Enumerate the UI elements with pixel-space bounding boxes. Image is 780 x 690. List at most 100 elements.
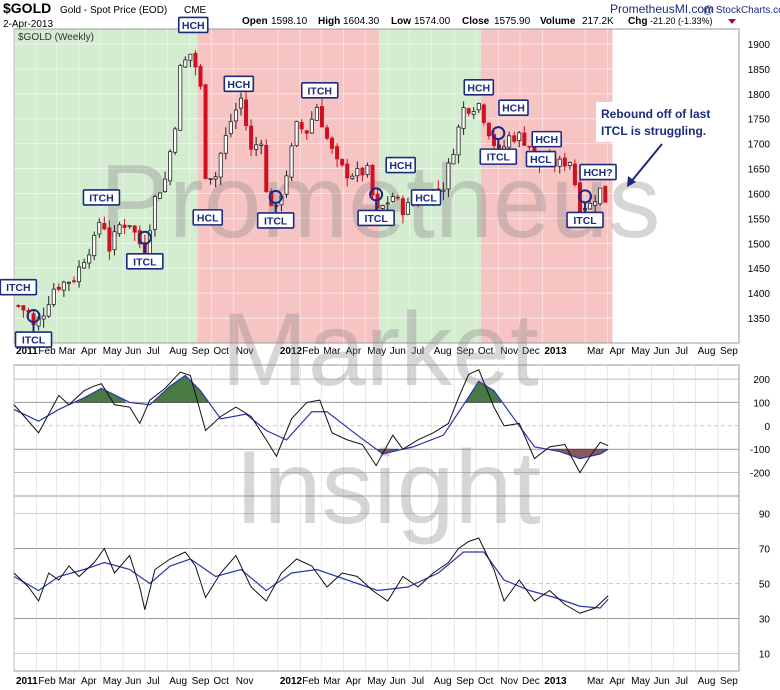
x-tick-label: Apr <box>609 346 625 357</box>
candle-down <box>370 164 375 196</box>
zone-red-3 <box>480 29 613 343</box>
x-tick-label: 2011 <box>16 676 38 687</box>
volume-label: Volume <box>540 16 576 27</box>
candle-up <box>87 254 92 264</box>
candle-up <box>97 221 102 235</box>
candle-up <box>152 196 157 230</box>
osc2-tick-label: 30 <box>759 615 771 626</box>
instrument-name: Gold - Spot Price (EOD) <box>60 5 167 16</box>
candle-up <box>168 151 173 182</box>
x-tick-label: 2012 <box>280 346 303 357</box>
price-tick-label: 1600 <box>748 189 771 200</box>
candle-up <box>233 109 238 122</box>
x-tick-label: Mar <box>59 346 77 357</box>
annotation-label: ITCL <box>133 256 157 268</box>
annotation-label: ITCH <box>89 192 114 204</box>
candle-up <box>238 97 243 109</box>
candle-up <box>446 162 451 190</box>
x-tick-label: Jun <box>390 676 406 687</box>
annotation-box <box>498 99 529 117</box>
annotation-label: HCH? <box>583 167 612 179</box>
candle-up <box>66 281 71 284</box>
candle-up <box>350 175 355 179</box>
x-tick-label: Oct <box>213 676 229 687</box>
annotation-box <box>566 211 604 229</box>
copyright-label: @ StockCharts.com <box>703 5 780 16</box>
candle-up <box>117 224 122 235</box>
callout-line1: Rebound off of last <box>601 107 710 121</box>
x-tick-label: Nov <box>500 676 518 687</box>
candle-up <box>208 178 213 180</box>
candle-up <box>517 132 522 141</box>
osc1-tick-label: -200 <box>750 469 770 480</box>
low-label: Low <box>391 16 411 27</box>
x-tick-label: Sep <box>192 676 210 687</box>
x-tick-label: Jun <box>125 676 141 687</box>
candle-up <box>289 145 294 178</box>
x-tick-label: Aug <box>698 346 716 357</box>
candle-down <box>335 146 340 160</box>
candle-up <box>188 53 193 61</box>
high-value: 1604.30 <box>343 16 380 27</box>
candle-down <box>527 145 532 148</box>
x-tick-label: Apr <box>346 346 362 357</box>
x-tick-label: Sep <box>192 346 210 357</box>
candle-up <box>61 281 66 291</box>
x-tick-label: Feb <box>302 676 320 687</box>
annotation-box <box>385 156 417 174</box>
candle-up <box>218 152 223 178</box>
annotation-label: HCL <box>415 192 437 204</box>
open-value: 1598.10 <box>271 16 308 27</box>
price-tick-label: 1800 <box>748 90 771 101</box>
price-tick-label: 1750 <box>748 115 771 126</box>
annotation-box <box>479 148 518 165</box>
annotation-box <box>579 163 617 181</box>
candle-up <box>259 143 264 146</box>
x-tick-label: Feb <box>38 676 56 687</box>
osc2-tick-label: 10 <box>759 650 771 661</box>
candle-up <box>82 262 87 269</box>
annotation-label: HCL <box>197 212 219 224</box>
annotation-label: HCH <box>502 103 525 115</box>
oscillator1-series <box>13 369 609 474</box>
candle-up <box>127 225 132 228</box>
candle-down <box>491 134 496 147</box>
annotation-box <box>463 78 495 96</box>
open-label: Open <box>242 16 268 27</box>
candle-up <box>355 168 360 177</box>
x-tick-label: Sep <box>720 676 738 687</box>
chg-value: -21.20 (-1.33%) <box>650 16 713 26</box>
x-tick-label: Apr <box>81 676 97 687</box>
candle-up <box>380 205 385 209</box>
x-tick-label: Feb <box>38 346 56 357</box>
candle-down <box>304 130 309 134</box>
x-tick-label: Jun <box>654 676 670 687</box>
callout-line2: ITCL is struggling. <box>601 124 706 138</box>
down-arrow-icon <box>728 19 736 24</box>
x-tick-label: Nov <box>236 346 254 357</box>
candle-up <box>471 111 476 115</box>
x-tick-label: Jul <box>147 346 160 357</box>
candle-up <box>385 202 390 205</box>
watermark-line1: Prometheus <box>100 144 661 260</box>
x-tick-label: Mar <box>323 346 341 357</box>
candle-up <box>46 304 51 317</box>
candle-down <box>466 108 471 114</box>
osc1-tick-label: 0 <box>764 422 770 433</box>
candle-up <box>213 176 218 180</box>
x-tick-label: Mar <box>323 676 341 687</box>
candle-down <box>486 122 491 137</box>
x-tick-label: Jun <box>654 346 670 357</box>
volume-value: 217.2K <box>582 16 614 27</box>
annotation-label: HCH <box>182 20 205 32</box>
x-tick-label: Apr <box>346 676 362 687</box>
candle-up <box>228 121 233 135</box>
x-tick-label: May <box>631 676 650 687</box>
x-tick-label: May <box>103 346 122 357</box>
candle-down <box>132 225 137 233</box>
x-tick-label: Nov <box>500 346 518 357</box>
x-tick-label: 2012 <box>280 676 303 687</box>
x-tick-label: Dec <box>522 676 540 687</box>
x-tick-label: Apr <box>609 676 625 687</box>
osc2-tick-label: 90 <box>759 510 771 521</box>
